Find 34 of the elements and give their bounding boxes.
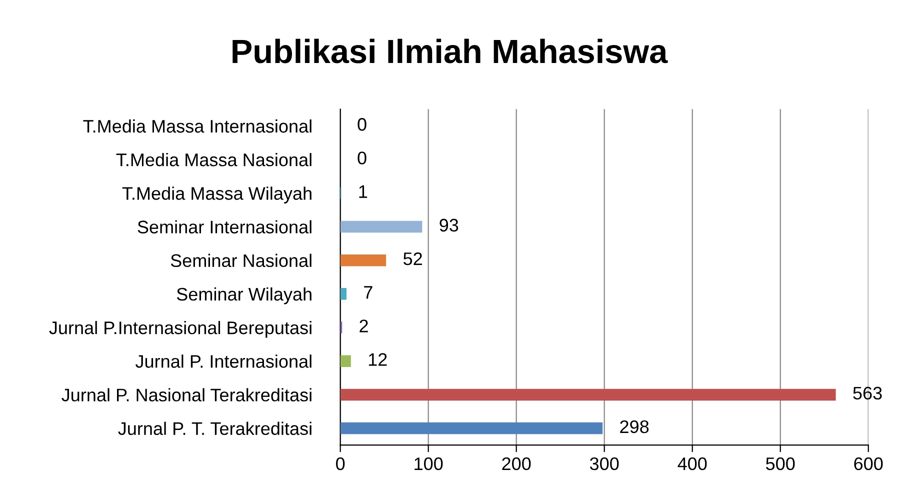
chart-title: Publikasi Ilmiah Mahasiswa — [232, 38, 668, 64]
y-tick-label: Seminar Internasional — [138, 220, 312, 234]
data-label: 12 — [368, 353, 387, 366]
bar — [340, 288, 346, 300]
bar — [340, 355, 351, 367]
y-tick-label: Seminar Nasional — [170, 254, 312, 268]
data-label: 0 — [358, 118, 366, 131]
y-tick-label: T.Media Massa Internasional — [83, 119, 312, 133]
data-label: 298 — [620, 420, 649, 434]
data-label: 7 — [364, 286, 372, 299]
data-label: 563 — [853, 386, 882, 400]
x-tick-label: 0 — [336, 457, 345, 470]
x-tick-label: 100 — [414, 457, 443, 470]
y-tick-label: Jurnal P. Internasional — [136, 354, 312, 368]
y-tick-label: Jurnal P.Internasional Bereputasi — [49, 320, 312, 338]
x-tick-label: 300 — [590, 457, 619, 470]
x-tick-label: 400 — [678, 457, 707, 470]
y-tick-label: T.Media Massa Nasional — [116, 153, 312, 166]
x-tick-label: 200 — [502, 457, 531, 470]
data-label: 0 — [358, 152, 366, 164]
x-tick-label: 500 — [766, 457, 795, 470]
y-tick-label: T.Media Massa Wilayah — [122, 186, 312, 204]
bar — [340, 388, 836, 401]
y-tick-label: Jurnal P. Nasional Terakreditasi — [62, 388, 312, 402]
bar — [340, 422, 603, 434]
bar — [340, 220, 422, 233]
y-tick-label: Jurnal P. T. Terakreditasi — [118, 422, 312, 436]
x-tick-label: 600 — [854, 457, 883, 470]
data-label: 1 — [359, 185, 368, 198]
bar — [340, 254, 386, 266]
data-label: 52 — [403, 252, 422, 266]
y-tick-label: Seminar Wilayah — [176, 287, 312, 304]
data-label: 93 — [440, 218, 458, 232]
data-label: 2 — [360, 320, 368, 332]
